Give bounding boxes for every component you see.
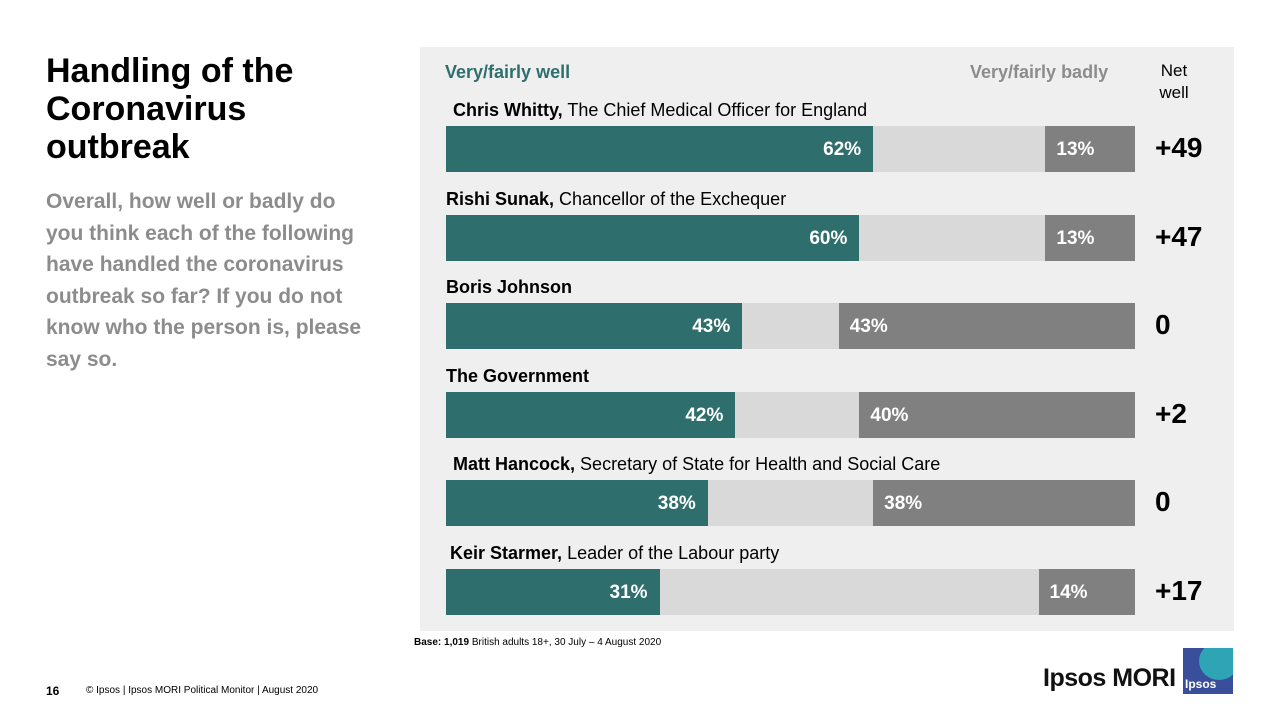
bar-badly [859, 392, 1135, 438]
row-label: The Government [446, 366, 589, 387]
bar-badly [1045, 215, 1135, 261]
well-value-label: 60% [809, 228, 848, 249]
base-label: Base: [414, 637, 442, 648]
logo-wave-shape [1199, 648, 1233, 680]
well-value-label: 43% [692, 316, 731, 337]
well-value-label: 42% [685, 405, 724, 426]
logo-text: Ipsos [1185, 677, 1217, 691]
row-name: Matt Hancock, [453, 454, 576, 474]
net-value: +17 [1155, 575, 1203, 606]
well-value-label: 31% [609, 582, 648, 603]
net-value: +49 [1155, 132, 1203, 163]
row-name: Rishi Sunak, [446, 189, 555, 209]
brand-wordmark: Ipsos MORI [1043, 664, 1176, 692]
row-label: Keir Starmer, Leader of the Labour party [450, 543, 779, 564]
base-text: British adults 18+, 30 July – 4 August 2… [471, 637, 662, 648]
bar-badly [873, 480, 1135, 526]
row-name: The Government [446, 366, 590, 386]
badly-value-label: 13% [1056, 228, 1095, 249]
badly-value-label: 40% [870, 405, 909, 426]
well-value-label: 62% [823, 139, 862, 160]
bar-well [446, 303, 743, 349]
bar-badly [1038, 569, 1135, 615]
well-value-label: 38% [657, 493, 696, 514]
row-name: Keir Starmer, [450, 543, 563, 563]
legend-well: Very/fairly well [445, 62, 571, 82]
net-value: +2 [1155, 398, 1187, 429]
row-label: Matt Hancock, Secretary of State for Hea… [453, 454, 940, 475]
row-label: Rishi Sunak, Chancellor of the Exchequer [446, 189, 786, 210]
net-value: 0 [1155, 486, 1171, 517]
bar-well [446, 392, 736, 438]
row-role: Chancellor of the Exchequer [559, 189, 787, 209]
row-label: Boris Johnson [446, 277, 572, 298]
survey-question: Overall, how well or badly do you think … [46, 190, 362, 371]
footer-text: © Ipsos | Ipsos MORI Political Monitor |… [86, 685, 319, 696]
row-role: Leader of the Labour party [567, 543, 780, 563]
bar-badly [1045, 126, 1135, 172]
slide-title: Handling of the Coronavirus outbreak [46, 52, 294, 166]
row-role: The Chief Medical Officer for England [567, 100, 868, 120]
badly-value-label: 14% [1049, 582, 1088, 603]
bar-well [446, 126, 874, 172]
legend-net: Net well [1159, 61, 1189, 102]
row-role: Secretary of State for Health and Social… [580, 454, 941, 474]
net-value: +47 [1155, 221, 1203, 252]
row-label: Chris Whitty, The Chief Medical Officer … [453, 100, 867, 121]
bar-well [446, 480, 708, 526]
bar-badly [838, 303, 1135, 349]
bar-well [446, 215, 860, 261]
row-name: Chris Whitty, [453, 100, 563, 120]
badly-value-label: 13% [1056, 139, 1095, 160]
bar-well [446, 569, 660, 615]
badly-value-label: 38% [884, 493, 923, 514]
page-number: 16 [46, 684, 60, 698]
ipsos-logo-icon: Ipsos [1183, 648, 1233, 694]
net-value: 0 [1155, 309, 1171, 340]
base-count: 1,019 [444, 637, 470, 648]
base-note: Base: 1,019 British adults 18+, 30 July … [414, 637, 661, 648]
row-name: Boris Johnson [446, 277, 573, 297]
legend-badly: Very/fairly badly [970, 62, 1109, 82]
badly-value-label: 43% [849, 316, 888, 337]
